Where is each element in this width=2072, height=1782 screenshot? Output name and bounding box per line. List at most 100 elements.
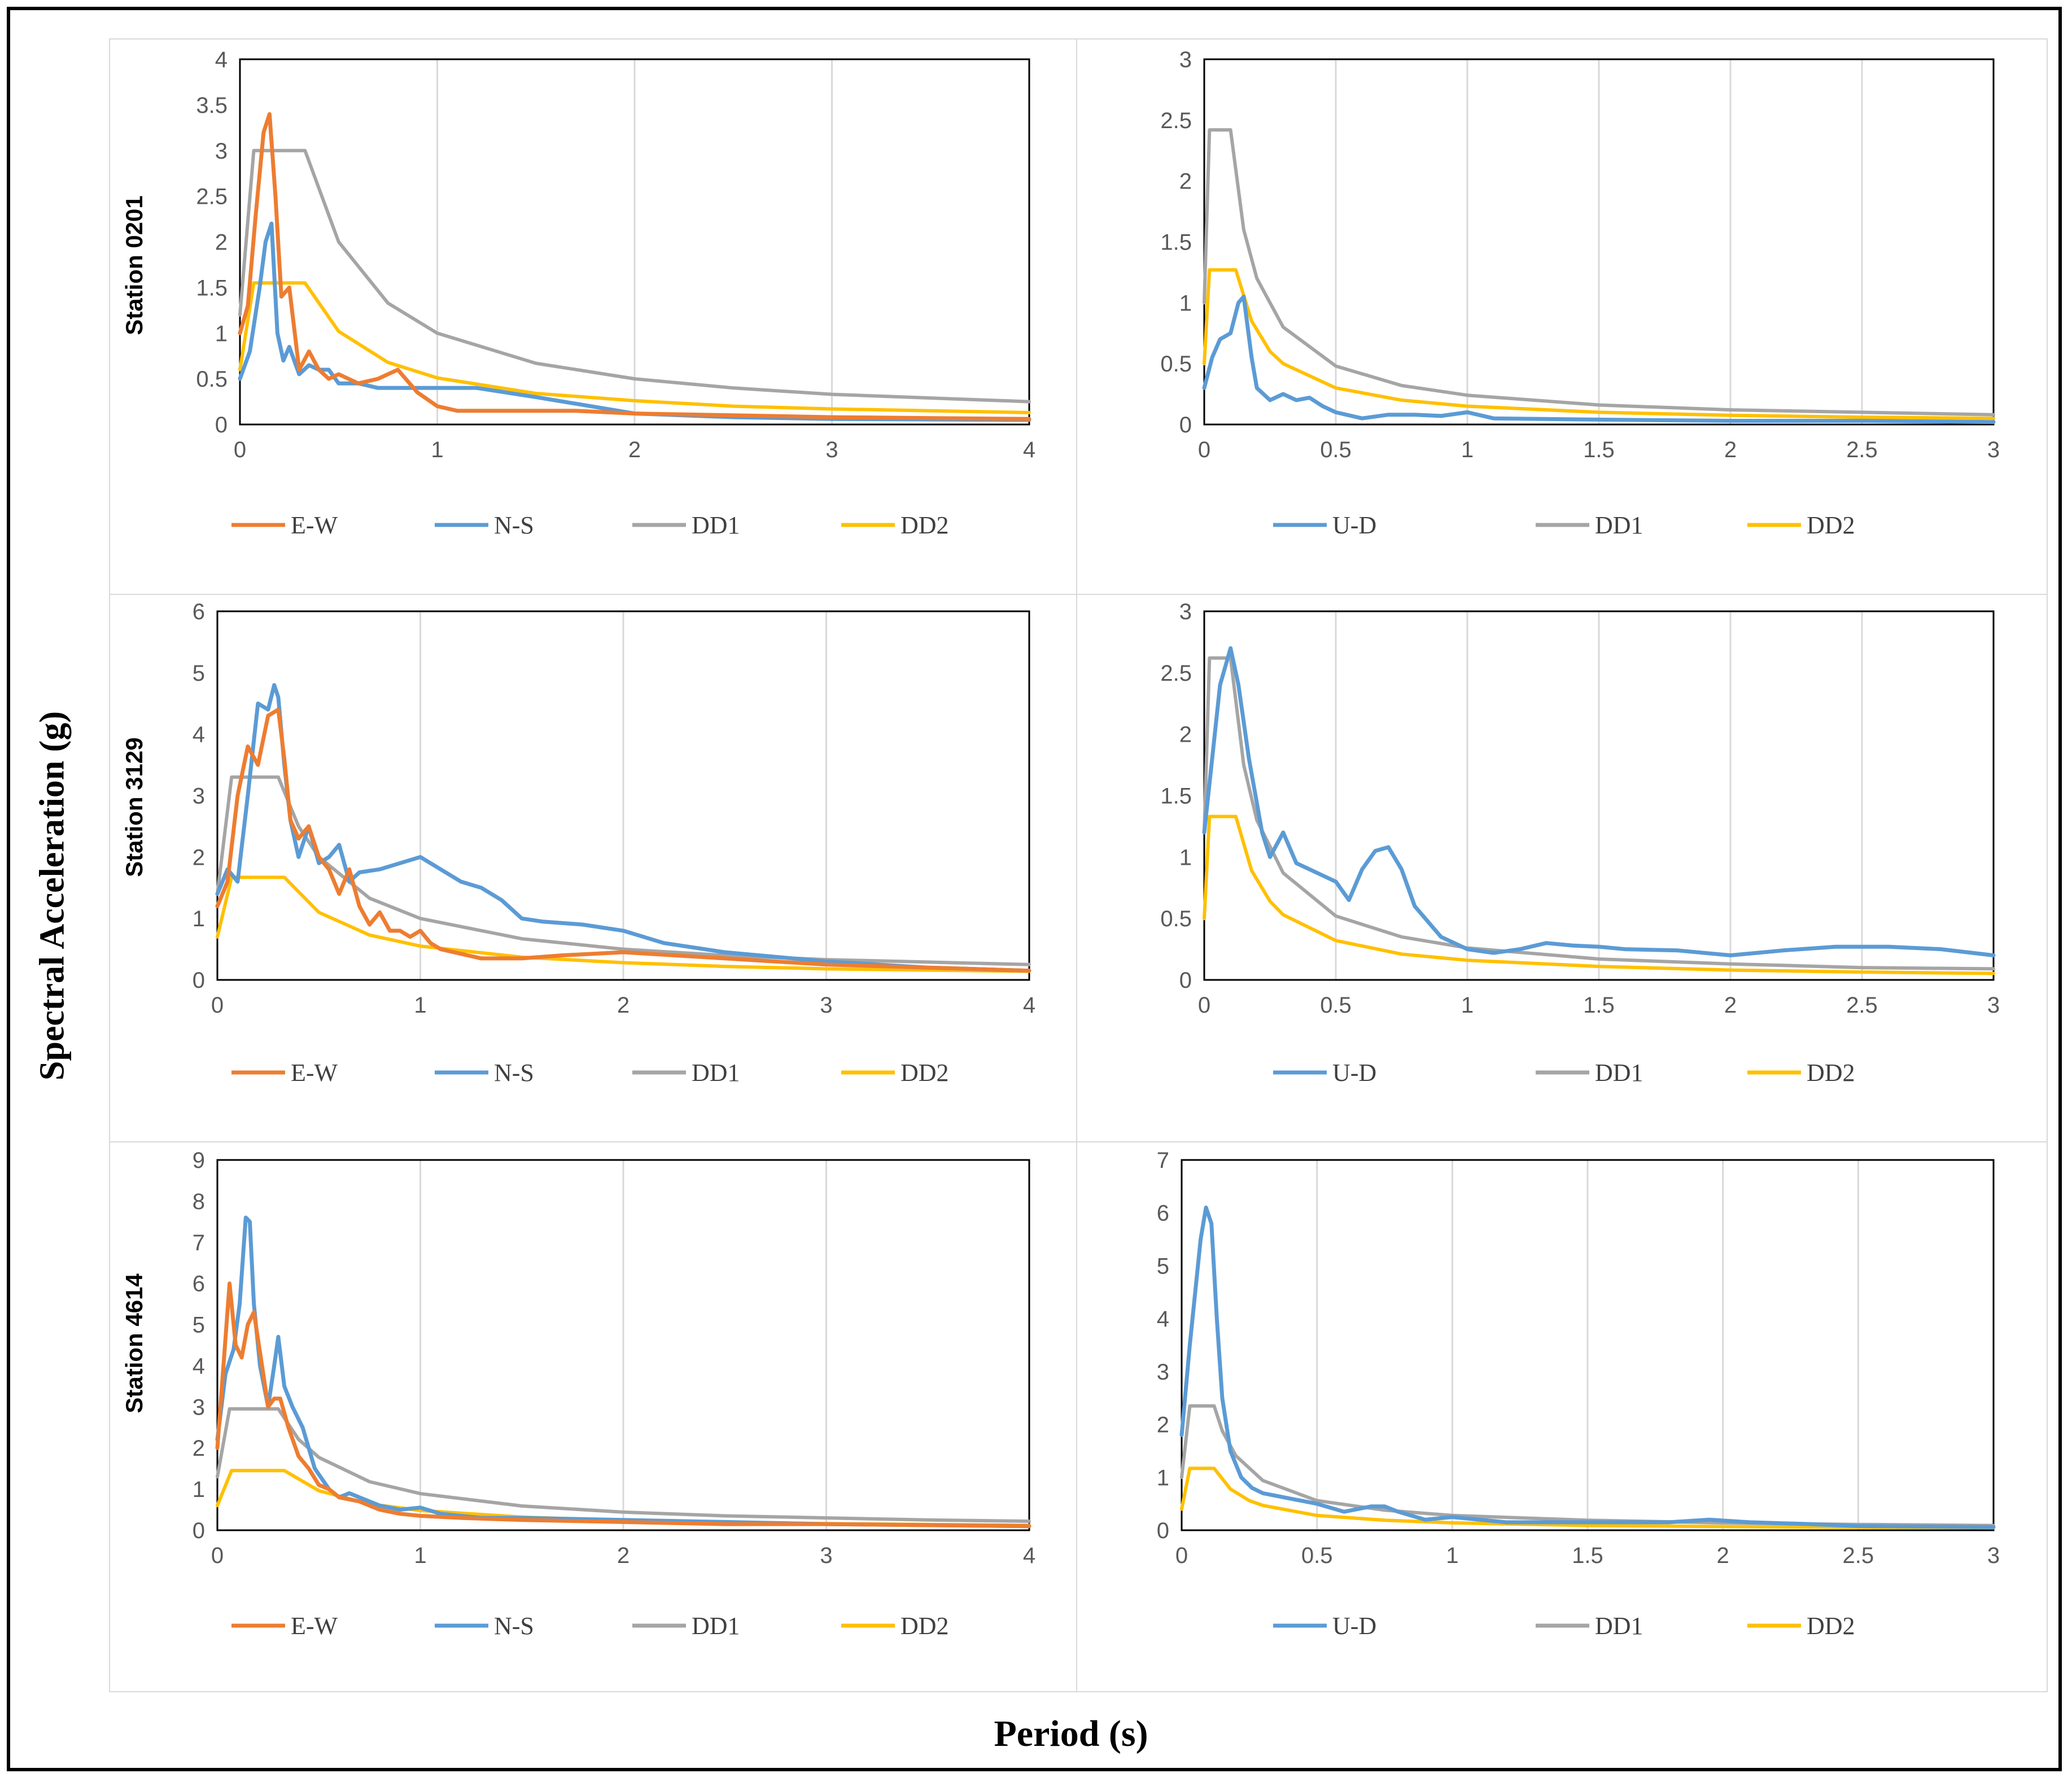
y-tick-label: 5 (193, 1313, 205, 1338)
y-tick-label: 7 (193, 1231, 205, 1255)
y-tick-label: 0 (1179, 413, 1192, 437)
legend-item-dd1: DD1 (632, 1612, 740, 1640)
legend-item-dd2: DD2 (841, 1059, 949, 1087)
plot-area (1203, 58, 1995, 426)
legend-item-dd1: DD1 (632, 511, 740, 539)
plot-area (216, 610, 1030, 981)
panel-divider-horizontal-1 (110, 594, 2047, 595)
x-tick-label: 2.5 (1846, 993, 1878, 1018)
legend-item-e-w: E-W (231, 1059, 338, 1087)
y-tick-label: 4 (215, 47, 228, 72)
y-tick-label: 2.5 (196, 185, 228, 209)
series-line-e-w (238, 112, 1031, 421)
x-tick-label: 3 (1987, 993, 2000, 1018)
legend-label: DD2 (901, 1612, 949, 1640)
legend-label: DD1 (692, 1059, 740, 1087)
x-tick-label: 3 (1987, 437, 2000, 462)
x-tick-label: 0 (1175, 1543, 1188, 1568)
y-tick-label: 1 (1157, 1465, 1169, 1490)
y-tick-label: 1.5 (196, 275, 228, 300)
legend-item-dd2: DD2 (841, 1612, 949, 1640)
legend-item-n-s: N-S (435, 1612, 534, 1640)
x-tick-label: 2 (617, 1543, 630, 1568)
legend-label: DD2 (901, 511, 949, 539)
plot-area (239, 58, 1030, 426)
y-tick-label: 1.5 (1160, 230, 1192, 255)
y-tick-label: 2 (1179, 169, 1192, 194)
station-label: Station 3129 (121, 737, 147, 877)
x-tick-label: 3 (1987, 1543, 2000, 1568)
legend-item-dd1: DD1 (1536, 1612, 1643, 1640)
x-tick-label: 1 (431, 437, 443, 462)
plot-area (216, 1159, 1030, 1531)
legend-item-u-d: U-D (1273, 511, 1376, 539)
y-tick-label: 8 (193, 1189, 205, 1214)
x-tick-label: 3 (820, 993, 832, 1018)
series-line-dd2 (1203, 815, 1995, 975)
series-line-dd1 (1203, 128, 1995, 417)
x-tick-label: 4 (1023, 993, 1035, 1018)
x-tick-label: 1 (1446, 1543, 1458, 1568)
y-tick-label: 0 (193, 1518, 205, 1543)
legend-item-e-w: E-W (231, 511, 338, 539)
y-tick-label: 3 (1179, 47, 1192, 72)
y-tick-label: 3 (193, 1395, 205, 1420)
legend-label: E-W (291, 1059, 338, 1087)
legend-label: DD1 (1595, 1612, 1643, 1640)
x-tick-label: 1.5 (1572, 1543, 1603, 1568)
y-tick-label: 2.5 (1160, 661, 1192, 686)
legend-item-n-s: N-S (435, 511, 534, 539)
legend-label: DD2 (1807, 1059, 1855, 1087)
x-tick-label: 1 (1461, 993, 1474, 1018)
legend-label: U-D (1332, 511, 1376, 539)
series-line-dd1 (1203, 656, 1995, 971)
legend-item-dd1: DD1 (1536, 1059, 1643, 1087)
legend-label: N-S (494, 511, 534, 539)
x-tick-label: 1.5 (1583, 437, 1615, 462)
y-tick-label: 0.5 (196, 367, 228, 392)
x-tick-label: 2 (617, 993, 630, 1018)
y-tick-label: 7 (1157, 1148, 1169, 1173)
x-tick-label: 2.5 (1846, 437, 1878, 462)
series-line-dd2 (238, 281, 1031, 414)
y-tick-label: 3 (1179, 599, 1192, 624)
x-tick-label: 0 (1198, 993, 1210, 1018)
series-line-e-w (215, 1281, 1031, 1529)
legend-label: U-D (1332, 1612, 1376, 1640)
panel-divider-vertical (1076, 40, 1077, 1691)
legend-label: DD2 (1807, 1612, 1855, 1640)
legend-item-dd1: DD1 (1536, 511, 1643, 539)
y-tick-label: 9 (193, 1148, 205, 1173)
y-tick-label: 1 (1179, 291, 1192, 316)
y-tick-label: 0.5 (1160, 907, 1192, 931)
y-tick-label: 6 (1157, 1201, 1169, 1226)
y-tick-label: 1 (215, 321, 228, 346)
station-label: Station 0201 (121, 195, 147, 335)
legend-label: DD1 (692, 511, 740, 539)
x-tick-label: 4 (1023, 1543, 1035, 1568)
station-label: Station 4614 (121, 1273, 147, 1413)
y-tick-label: 3 (193, 784, 205, 809)
x-tick-label: 2 (1724, 437, 1737, 462)
y-tick-label: 2 (1157, 1413, 1169, 1438)
x-tick-label: 3 (820, 1543, 832, 1568)
y-tick-label: 2 (1179, 723, 1192, 747)
legend-item-n-s: N-S (435, 1059, 534, 1087)
y-tick-label: 0 (1157, 1518, 1169, 1543)
y-tick-label: 3 (1157, 1360, 1169, 1385)
y-tick-label: 1.5 (1160, 784, 1192, 809)
x-tick-label: 3 (825, 437, 838, 462)
y-tick-label: 0 (1179, 968, 1192, 993)
legend-label: N-S (494, 1059, 534, 1087)
legend-item-u-d: U-D (1273, 1059, 1376, 1087)
x-tick-label: 0 (234, 437, 246, 462)
y-tick-label: 3.5 (196, 93, 228, 118)
legend-item-dd1: DD1 (632, 1059, 740, 1087)
y-tick-label: 1 (1179, 845, 1192, 870)
legend-label: DD1 (692, 1612, 740, 1640)
legend-item-dd2: DD2 (1747, 511, 1855, 539)
